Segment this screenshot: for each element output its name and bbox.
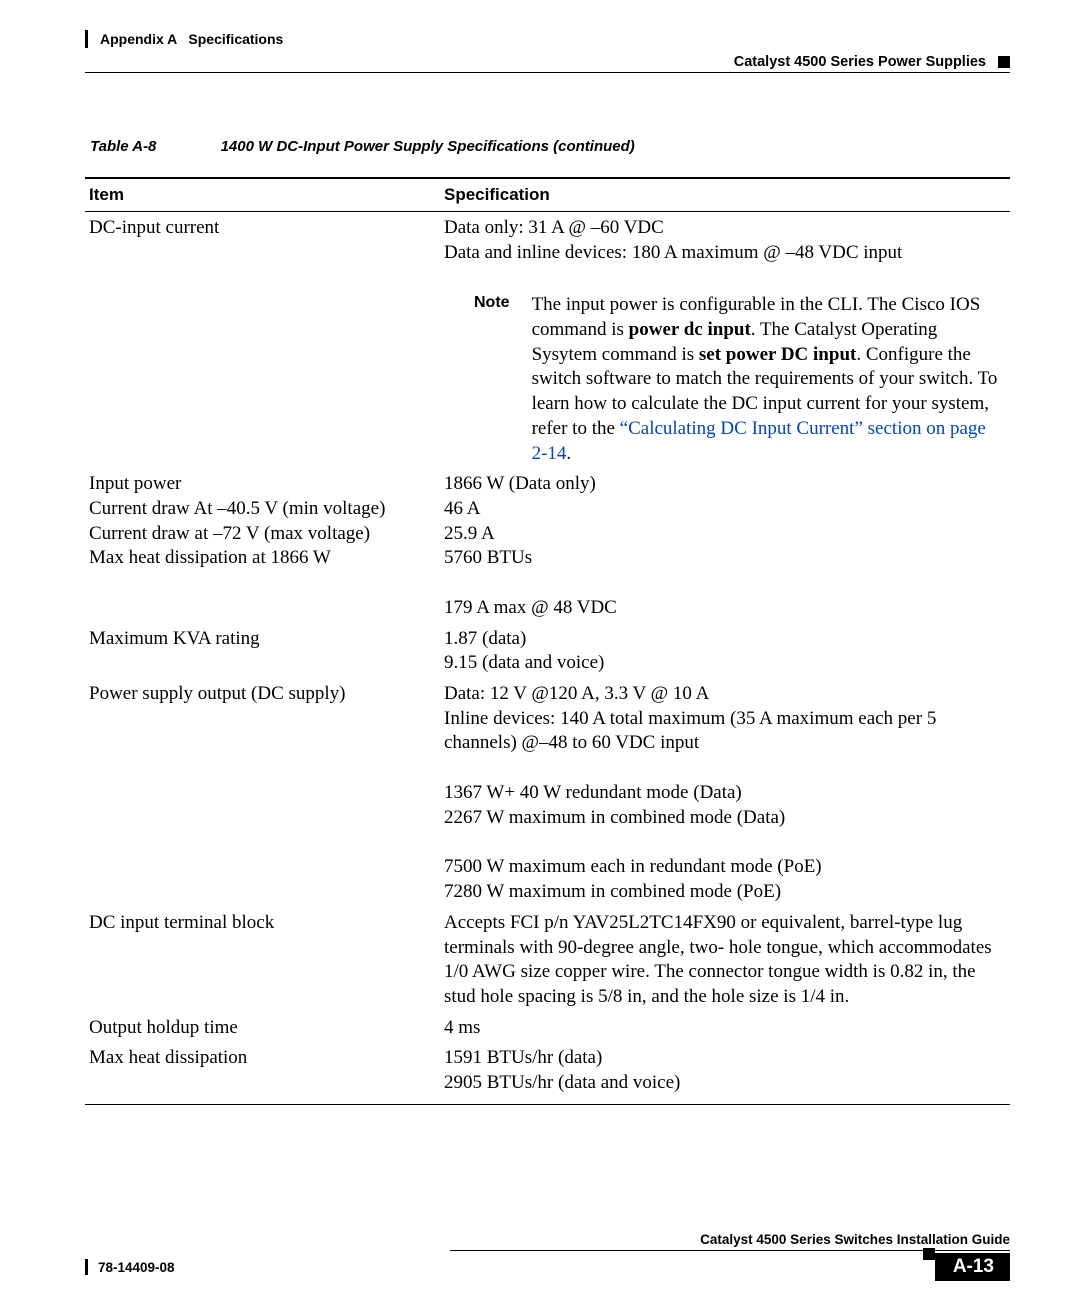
revision-bar-icon [85,30,88,48]
spec-line: Data and inline devices: 180 A maximum @… [444,241,1006,266]
item-cell: DC input terminal block [85,907,440,1012]
col-item: Item [85,178,440,212]
footer-top: Catalyst 4500 Series Switches Installati… [85,1232,1010,1247]
page-header: Appendix A Specifications [85,30,1010,48]
footer-row: 78-14409-08 A-13 [85,1253,1010,1281]
item-cell: Max heat dissipation [85,1042,440,1104]
spec-cell: 4 ms [440,1012,1010,1043]
spec-table: Item Specification DC-input current Data… [85,177,1010,1105]
item-cell: Maximum KVA rating [85,623,440,678]
col-spec: Specification [440,178,1010,212]
table-number: Table A-8 [90,138,156,155]
note-block: Note The input power is configurable in … [444,293,1006,466]
note-label: Note [474,293,532,314]
table-row: Power supply output (DC supply) Data: 12… [85,678,1010,907]
page-marker-icon [923,1248,935,1260]
spec-cell: Accepts FCI p/n YAV25L2TC14FX90 or equiv… [440,907,1010,1012]
spec-cell: 1866 W (Data only) 46 A 25.9 A 5760 BTUs… [440,468,1010,622]
item-cell: Output holdup time [85,1012,440,1043]
table-row: Max heat dissipation 1591 BTUs/hr (data)… [85,1042,1010,1104]
header-rule [85,72,1010,73]
table-header-row: Item Specification [85,178,1010,212]
item-cell: Power supply output (DC supply) [85,678,440,907]
footer-left: 78-14409-08 [85,1259,175,1275]
page-footer: Catalyst 4500 Series Switches Installati… [85,1232,1010,1281]
end-marker-icon [998,56,1010,68]
spec-cell: 1.87 (data) 9.15 (data and voice) [440,623,1010,678]
appendix-label: Appendix A Specifications [100,31,283,47]
spec-cell: 1591 BTUs/hr (data) 2905 BTUs/hr (data a… [440,1042,1010,1104]
spec-line: Data only: 31 A @ –60 VDC [444,216,1006,241]
page-number: A-13 [935,1253,1010,1281]
spec-cell: Data: 12 V @120 A, 3.3 V @ 10 A Inline d… [440,678,1010,907]
table-row: DC-input current Data only: 31 A @ –60 V… [85,212,1010,469]
table-row: Output holdup time 4 ms [85,1012,1010,1043]
spec-cell: Data only: 31 A @ –60 VDC Data and inlin… [440,212,1010,469]
spec-line: 179 A max @ 48 VDC [444,596,1006,621]
header-left: Appendix A Specifications [85,30,283,48]
item-cell: DC-input current [85,212,440,469]
table-row: Input power Current draw At –40.5 V (min… [85,468,1010,622]
table-caption: Table A-8 1400 W DC-Input Power Supply S… [85,138,1010,155]
page-number-box: A-13 [924,1253,1010,1281]
table-row: Maximum KVA rating 1.87 (data) 9.15 (dat… [85,623,1010,678]
table-title: 1400 W DC-Input Power Supply Specificati… [221,138,635,155]
header-right: Catalyst 4500 Series Power Supplies [85,54,1010,70]
item-cell: Input power Current draw At –40.5 V (min… [85,468,440,622]
footer-guide-title: Catalyst 4500 Series Switches Installati… [700,1232,1010,1247]
table-row: DC input terminal block Accepts FCI p/n … [85,907,1010,1012]
revision-bar-icon [85,1259,88,1275]
note-text: The input power is configurable in the C… [532,293,1006,466]
section-title: Catalyst 4500 Series Power Supplies [734,54,986,70]
footer-doc-number: 78-14409-08 [98,1260,175,1275]
